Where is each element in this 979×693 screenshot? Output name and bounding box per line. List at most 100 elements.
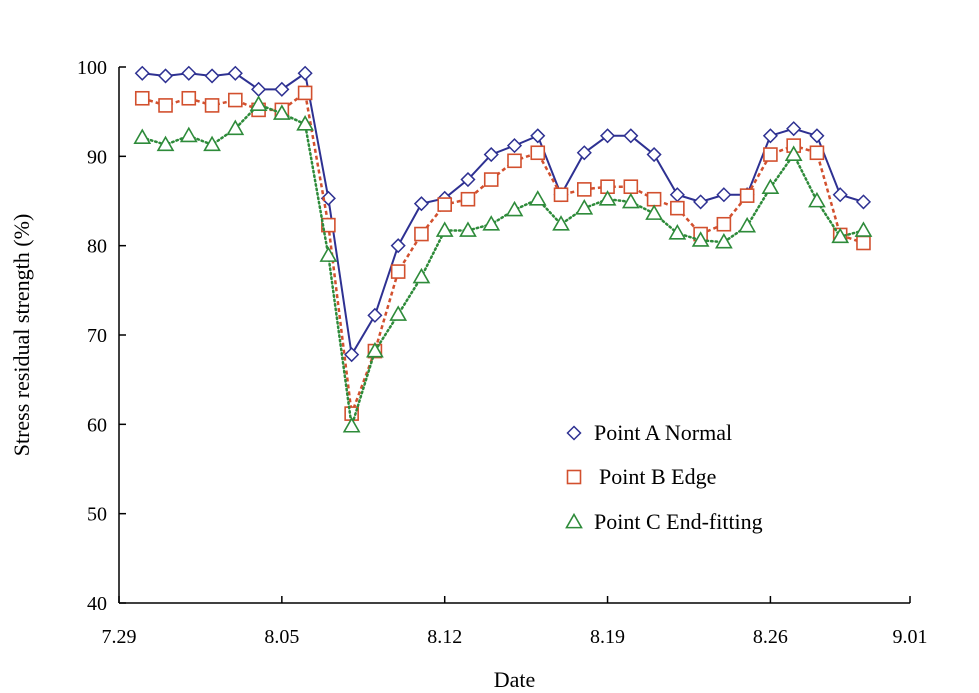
data-point (156, 135, 175, 152)
x-axis-title: Date (494, 667, 536, 692)
data-point (855, 194, 872, 210)
data-point (715, 232, 733, 249)
data-point (623, 128, 639, 144)
data-point (482, 215, 501, 231)
x-tick-label: 9.01 (893, 626, 928, 648)
data-point (598, 190, 617, 206)
legend-marker (566, 469, 582, 485)
data-point (181, 90, 197, 106)
data-point (621, 192, 640, 209)
data-point (437, 197, 453, 212)
x-tick-label: 8.26 (753, 626, 788, 648)
legend-label: Point C End-fitting (594, 509, 763, 534)
data-point (530, 145, 546, 161)
data-point (668, 224, 687, 240)
series-line (141, 103, 865, 427)
data-point (505, 200, 524, 217)
data-point (762, 128, 778, 144)
data-point (251, 81, 267, 97)
data-point (739, 188, 755, 203)
data-point (483, 172, 499, 187)
legend-marker (565, 512, 583, 529)
data-point (344, 347, 360, 363)
y-tick-label: 100 (77, 57, 107, 79)
data-point (297, 85, 313, 101)
legend-label: Point B Edge (599, 464, 716, 489)
data-point (390, 238, 406, 254)
data-point (832, 187, 848, 203)
data-point (204, 68, 220, 84)
x-tick-label: 8.19 (590, 626, 625, 648)
data-point (761, 178, 780, 195)
series-point-c-end-fitting (133, 95, 873, 433)
data-point (179, 126, 198, 143)
data-point (507, 153, 522, 169)
data-point (576, 182, 592, 197)
data-point (646, 146, 662, 163)
data-point (226, 119, 245, 136)
legend-label: Point A Normal (594, 420, 732, 445)
data-point (133, 128, 152, 144)
y-tick-label: 70 (87, 325, 107, 347)
data-point (809, 145, 825, 161)
data-point (716, 216, 732, 232)
data-point (342, 417, 361, 433)
data-point (483, 146, 499, 163)
data-point (297, 65, 313, 81)
data-point (272, 104, 291, 120)
data-point (274, 81, 290, 97)
data-point (530, 128, 546, 144)
data-point (716, 187, 732, 203)
data-point (669, 187, 685, 203)
data-point (204, 98, 220, 113)
series-point-b-edge (134, 85, 871, 421)
data-point (157, 68, 174, 84)
data-point (413, 196, 430, 212)
data-point (296, 115, 314, 131)
data-point (576, 145, 592, 161)
data-point (528, 190, 547, 206)
data-point (203, 135, 221, 152)
data-point (460, 191, 476, 207)
data-point (460, 171, 476, 188)
data-point (367, 307, 383, 323)
data-point (319, 246, 338, 262)
data-point (506, 138, 523, 154)
data-point (856, 235, 871, 251)
data-point (831, 227, 850, 244)
data-point (645, 204, 663, 220)
data-point (414, 226, 429, 242)
data-point (599, 128, 616, 144)
y-tick-label: 40 (87, 593, 107, 615)
data-point (389, 305, 408, 321)
data-point (691, 231, 710, 247)
x-tick-label: 7.29 (102, 626, 137, 648)
data-point (320, 190, 336, 206)
axes: 40 50 60 70 80 90 100 7.29 8.05 8.12 8.19 8.26 9.01 (77, 57, 928, 648)
data-point (670, 200, 685, 216)
legend-marker (566, 425, 582, 441)
data-point (412, 267, 431, 284)
data-point (552, 215, 570, 231)
y-tick-label: 90 (87, 146, 107, 168)
series-line (141, 90, 864, 415)
data-point (809, 128, 825, 144)
data-point (575, 199, 594, 215)
data-point (623, 179, 639, 195)
data-point (854, 221, 873, 237)
data-point (435, 221, 454, 237)
data-point (738, 216, 757, 233)
data-point (786, 121, 802, 137)
data-point (763, 147, 778, 162)
x-tick-label: 8.12 (427, 626, 462, 648)
data-point (181, 65, 197, 81)
data-point (646, 191, 662, 207)
data-point (808, 191, 826, 208)
data-point (227, 65, 243, 81)
data-point (366, 341, 384, 358)
data-point (784, 145, 803, 161)
legend: Point A Normal Point B Edge Point C End-fi… (565, 420, 763, 534)
data-point (390, 264, 406, 279)
series-point-a-normal (134, 65, 872, 363)
